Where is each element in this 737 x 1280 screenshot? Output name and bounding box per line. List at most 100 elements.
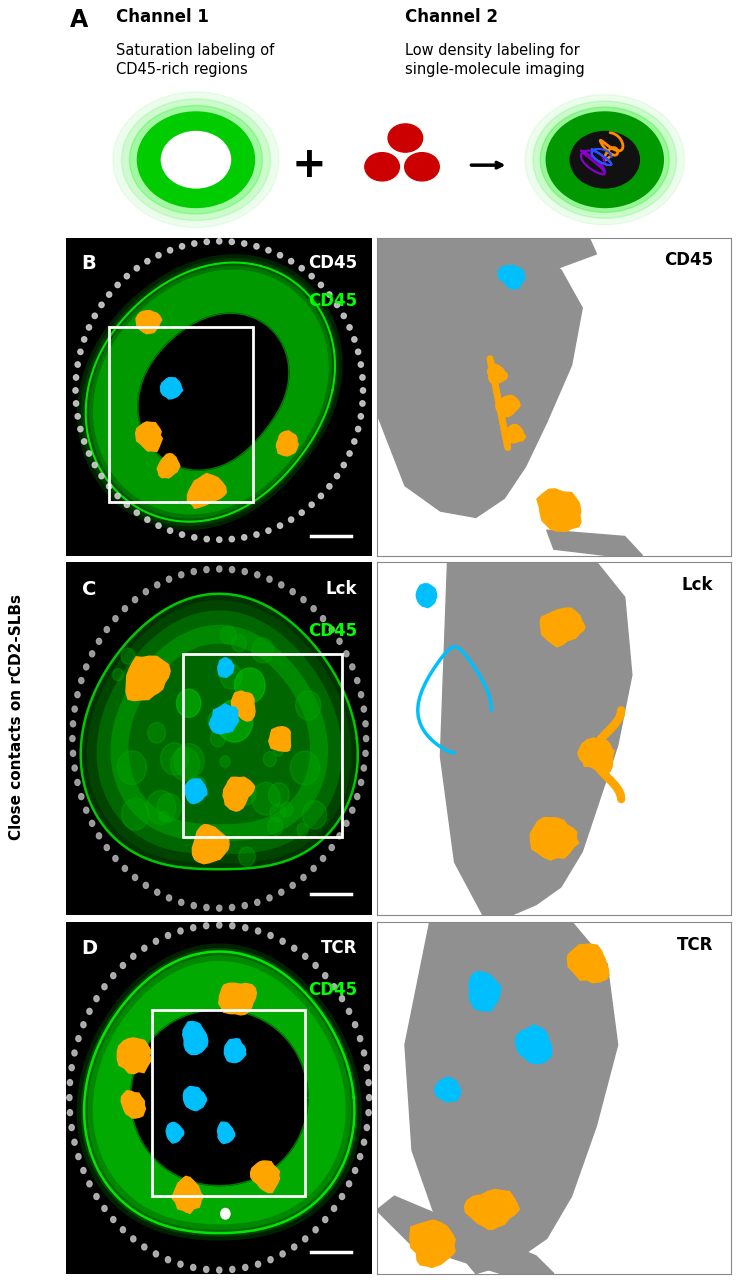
- Polygon shape: [377, 1196, 554, 1274]
- Circle shape: [167, 247, 172, 253]
- Circle shape: [107, 292, 112, 297]
- Polygon shape: [77, 255, 342, 530]
- Circle shape: [299, 509, 304, 516]
- Polygon shape: [82, 259, 338, 526]
- Circle shape: [366, 1110, 371, 1116]
- Text: CD45: CD45: [308, 292, 357, 310]
- Circle shape: [79, 677, 84, 684]
- Circle shape: [256, 1261, 261, 1267]
- Circle shape: [302, 801, 326, 829]
- Circle shape: [147, 791, 175, 824]
- Circle shape: [176, 689, 201, 717]
- Circle shape: [67, 1094, 72, 1101]
- Circle shape: [352, 439, 357, 444]
- Polygon shape: [77, 945, 361, 1240]
- Polygon shape: [488, 365, 507, 384]
- Circle shape: [323, 973, 328, 979]
- Circle shape: [570, 132, 640, 188]
- Polygon shape: [377, 238, 582, 517]
- Circle shape: [130, 1236, 136, 1242]
- Circle shape: [159, 812, 169, 822]
- Circle shape: [113, 92, 279, 228]
- Polygon shape: [94, 961, 345, 1224]
- Circle shape: [350, 808, 355, 813]
- Circle shape: [540, 108, 669, 212]
- Circle shape: [229, 239, 234, 244]
- Circle shape: [360, 388, 366, 393]
- Circle shape: [211, 730, 226, 748]
- Circle shape: [178, 1261, 183, 1267]
- Circle shape: [341, 314, 346, 319]
- Polygon shape: [416, 584, 437, 608]
- Polygon shape: [129, 644, 310, 823]
- Circle shape: [363, 721, 368, 727]
- Circle shape: [133, 596, 138, 603]
- Circle shape: [274, 745, 283, 756]
- Polygon shape: [405, 922, 618, 1274]
- Circle shape: [216, 700, 253, 742]
- Circle shape: [217, 238, 222, 244]
- Text: Low density labeling for
single-molecule imaging: Low density labeling for single-molecule…: [405, 44, 585, 77]
- Circle shape: [263, 751, 276, 767]
- Circle shape: [267, 895, 272, 901]
- Circle shape: [217, 922, 222, 928]
- Circle shape: [277, 252, 282, 259]
- Circle shape: [360, 375, 365, 380]
- Circle shape: [204, 905, 209, 910]
- Polygon shape: [567, 945, 609, 983]
- Circle shape: [280, 1251, 285, 1257]
- Circle shape: [192, 241, 197, 246]
- Circle shape: [102, 984, 107, 989]
- Circle shape: [156, 524, 161, 529]
- Polygon shape: [224, 1038, 245, 1062]
- Polygon shape: [126, 657, 170, 700]
- Circle shape: [138, 111, 254, 207]
- Polygon shape: [117, 1038, 152, 1074]
- Polygon shape: [276, 431, 298, 456]
- Text: A: A: [70, 8, 88, 32]
- Polygon shape: [88, 956, 350, 1229]
- Circle shape: [203, 1266, 209, 1272]
- Circle shape: [125, 502, 130, 507]
- Circle shape: [111, 973, 116, 979]
- Circle shape: [239, 847, 255, 867]
- Circle shape: [133, 874, 138, 881]
- Text: CD45: CD45: [664, 251, 713, 269]
- Circle shape: [366, 1094, 371, 1101]
- Circle shape: [75, 362, 80, 367]
- Circle shape: [242, 568, 248, 575]
- Circle shape: [97, 833, 102, 838]
- Circle shape: [363, 750, 368, 756]
- Polygon shape: [540, 608, 585, 646]
- Polygon shape: [88, 600, 351, 863]
- Text: Channel 2: Channel 2: [405, 8, 498, 26]
- Circle shape: [533, 101, 677, 219]
- Polygon shape: [464, 1189, 520, 1230]
- Polygon shape: [435, 1078, 461, 1102]
- Circle shape: [311, 865, 316, 872]
- Circle shape: [229, 905, 234, 910]
- Circle shape: [193, 777, 206, 791]
- Text: CD45: CD45: [308, 982, 357, 1000]
- Circle shape: [365, 152, 399, 180]
- Circle shape: [142, 945, 147, 951]
- Circle shape: [355, 349, 360, 355]
- Circle shape: [268, 1257, 273, 1262]
- Circle shape: [311, 605, 316, 612]
- Circle shape: [204, 239, 209, 244]
- Circle shape: [268, 818, 283, 836]
- Circle shape: [76, 1036, 81, 1042]
- Circle shape: [71, 721, 76, 727]
- Circle shape: [299, 265, 304, 271]
- Circle shape: [256, 928, 261, 934]
- Circle shape: [268, 933, 273, 938]
- Circle shape: [73, 388, 78, 393]
- Circle shape: [323, 1216, 328, 1222]
- Circle shape: [179, 532, 185, 538]
- Circle shape: [292, 945, 297, 951]
- Circle shape: [279, 582, 284, 588]
- Bar: [109, 326, 253, 502]
- Circle shape: [301, 874, 306, 881]
- Polygon shape: [172, 1176, 203, 1213]
- Circle shape: [366, 1079, 371, 1085]
